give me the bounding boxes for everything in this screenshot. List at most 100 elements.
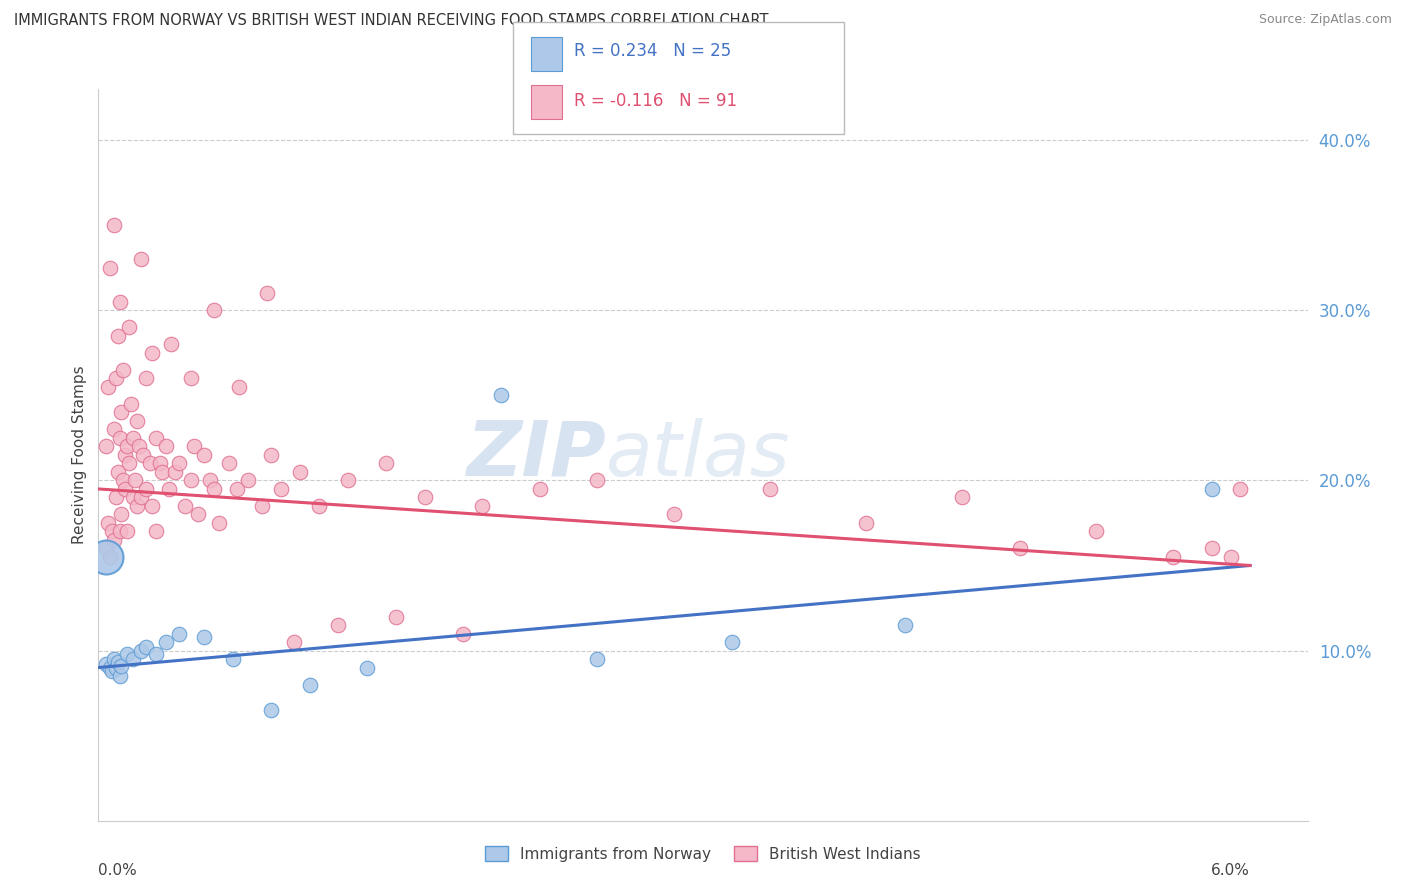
Point xyxy=(122,652,145,666)
Point xyxy=(104,491,127,505)
Point xyxy=(114,448,136,462)
Point xyxy=(529,482,551,496)
Point xyxy=(108,294,131,309)
Point xyxy=(115,524,138,539)
Point xyxy=(260,448,283,462)
Text: 6.0%: 6.0% xyxy=(1211,863,1250,878)
Point xyxy=(125,414,148,428)
Point xyxy=(1219,549,1241,564)
Point xyxy=(94,549,117,564)
Point xyxy=(115,647,138,661)
Point xyxy=(141,499,163,513)
Point xyxy=(129,643,152,657)
Point xyxy=(104,660,127,674)
Point xyxy=(103,422,125,436)
Point xyxy=(101,524,124,539)
Point xyxy=(135,640,157,654)
Point xyxy=(108,669,131,683)
Point xyxy=(586,652,609,666)
Point xyxy=(1201,482,1223,496)
Point xyxy=(1008,541,1031,556)
Point xyxy=(149,457,172,471)
Point xyxy=(193,630,215,644)
Point xyxy=(129,252,152,267)
Point xyxy=(97,516,120,530)
Point xyxy=(155,635,177,649)
Point xyxy=(298,677,321,691)
Text: IMMIGRANTS FROM NORWAY VS BRITISH WEST INDIAN RECEIVING FOOD STAMPS CORRELATION : IMMIGRANTS FROM NORWAY VS BRITISH WEST I… xyxy=(14,13,769,29)
Point xyxy=(236,474,259,488)
Text: 0.0%: 0.0% xyxy=(98,863,138,878)
Point xyxy=(150,465,173,479)
Point xyxy=(855,516,877,530)
Point xyxy=(664,508,686,522)
Point xyxy=(720,635,742,649)
Point xyxy=(413,491,436,505)
Point xyxy=(155,439,177,453)
Legend: Immigrants from Norway, British West Indians: Immigrants from Norway, British West Ind… xyxy=(479,839,927,868)
Point xyxy=(336,474,359,488)
Point xyxy=(101,664,124,678)
Point xyxy=(270,482,292,496)
Point xyxy=(114,482,136,496)
Point xyxy=(141,346,163,360)
Point xyxy=(122,491,145,505)
Point xyxy=(1229,482,1251,496)
Point xyxy=(108,524,131,539)
Point xyxy=(108,431,131,445)
Point xyxy=(180,371,202,385)
Point xyxy=(115,439,138,453)
Point xyxy=(193,448,215,462)
Point xyxy=(135,482,157,496)
Point xyxy=(110,405,132,419)
Point xyxy=(128,439,150,453)
Point xyxy=(375,457,398,471)
Point xyxy=(308,499,330,513)
Point xyxy=(104,371,127,385)
Point xyxy=(107,656,129,670)
Point xyxy=(356,660,378,674)
Point xyxy=(385,609,408,624)
Point xyxy=(256,286,278,301)
Point xyxy=(283,635,305,649)
Point xyxy=(118,320,141,334)
Point xyxy=(260,703,283,717)
Point xyxy=(159,482,181,496)
Point xyxy=(110,508,132,522)
Point xyxy=(167,626,190,640)
Point xyxy=(586,474,609,488)
Text: R = 0.234   N = 25: R = 0.234 N = 25 xyxy=(574,43,731,61)
Point xyxy=(139,457,162,471)
Point xyxy=(222,652,245,666)
Text: ZIP: ZIP xyxy=(467,418,606,491)
Point xyxy=(198,474,221,488)
Text: Source: ZipAtlas.com: Source: ZipAtlas.com xyxy=(1258,13,1392,27)
Text: R = -0.116   N = 91: R = -0.116 N = 91 xyxy=(574,92,737,110)
Point xyxy=(187,508,209,522)
Point xyxy=(122,431,145,445)
Point xyxy=(98,549,121,564)
Point xyxy=(218,457,240,471)
Point xyxy=(165,465,187,479)
Text: atlas: atlas xyxy=(606,418,790,491)
Point xyxy=(135,371,157,385)
Point xyxy=(125,499,148,513)
Point xyxy=(491,388,513,402)
Point xyxy=(107,329,129,343)
Point xyxy=(208,516,231,530)
Point xyxy=(129,491,152,505)
Point xyxy=(145,524,167,539)
Point xyxy=(160,337,183,351)
Point xyxy=(110,658,132,673)
Point xyxy=(471,499,494,513)
Point xyxy=(288,465,311,479)
Point xyxy=(103,533,125,547)
Point xyxy=(94,657,117,672)
Point xyxy=(225,482,247,496)
Point xyxy=(98,260,121,275)
Point xyxy=(94,541,117,556)
Point xyxy=(107,465,129,479)
Point xyxy=(103,652,125,666)
Point xyxy=(328,618,350,632)
Point xyxy=(1085,524,1108,539)
